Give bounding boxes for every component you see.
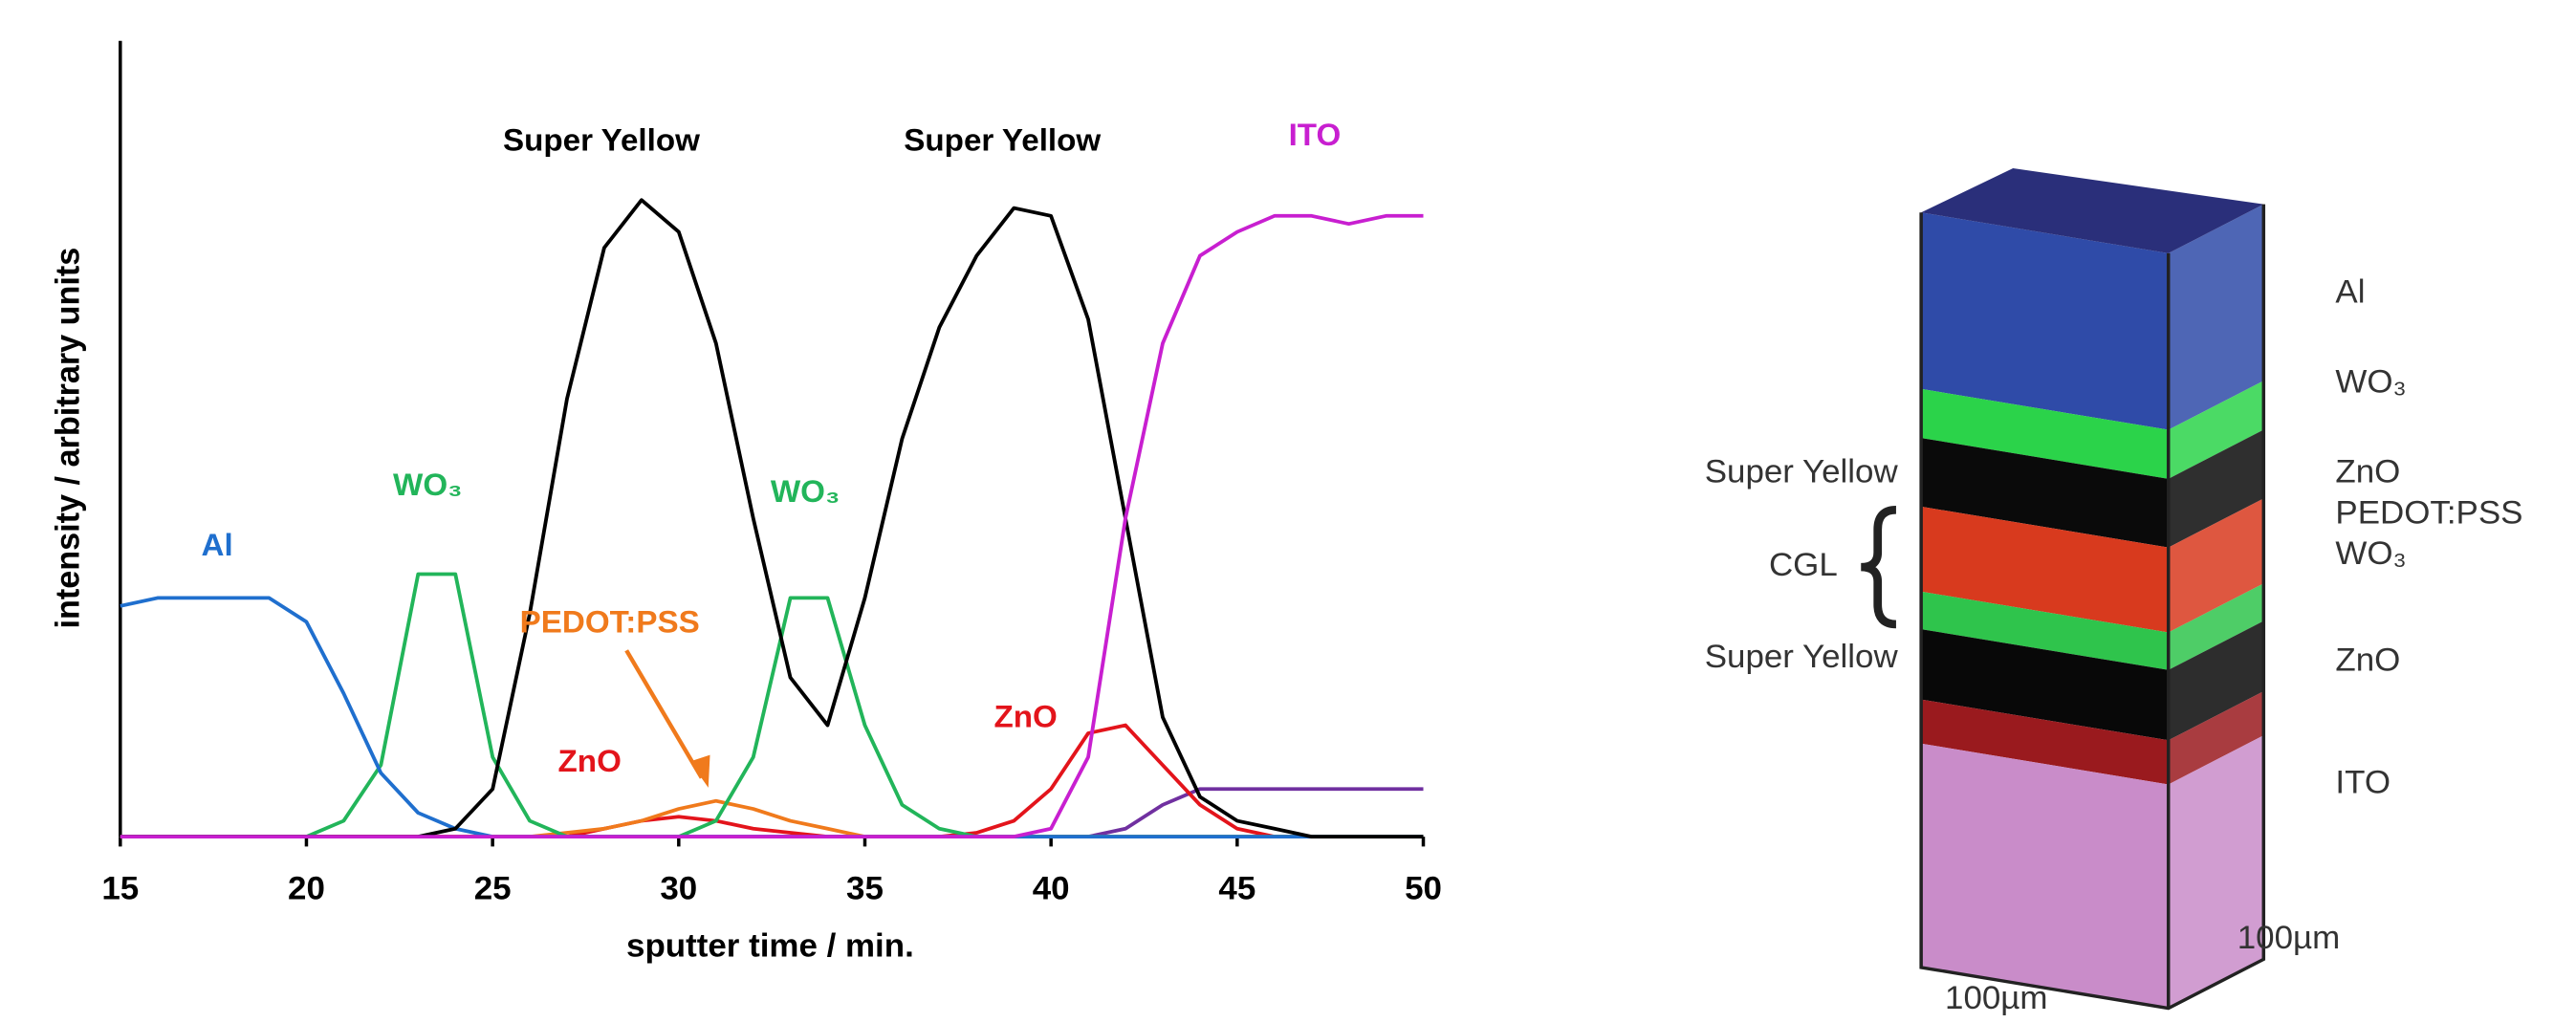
x-tick-label: 15: [101, 871, 139, 907]
dimension-label: 100µm: [1945, 980, 2047, 1016]
y-axis-label: intensity / arbitrary units: [50, 248, 86, 629]
left-label: Super Yellow: [1705, 454, 1899, 490]
series-line: [120, 213, 1424, 839]
series-line: [120, 198, 1424, 839]
layer-side: [2168, 381, 2264, 479]
annotation: Super Yellow: [904, 122, 1101, 158]
layer-front: [1921, 629, 2169, 741]
right-label: ZnO: [2335, 642, 2400, 679]
x-tick-label: 20: [288, 871, 325, 907]
x-tick-label: 40: [1033, 871, 1070, 907]
layer-front: [1921, 743, 2169, 1009]
right-label: ITO: [2335, 765, 2390, 801]
x-axis-label: sputter time / min.: [626, 928, 914, 965]
layer-side: [2168, 498, 2264, 633]
right-label: PEDOT:PSS: [2335, 495, 2522, 532]
layer-front: [1921, 212, 2169, 430]
annotation: Super Yellow: [503, 122, 700, 158]
layer-side: [2168, 204, 2264, 430]
annotation: PEDOT:PSS: [520, 604, 700, 640]
x-tick-label: 30: [660, 871, 697, 907]
annotation: WO₃: [771, 473, 840, 509]
series-line: [120, 596, 1424, 839]
x-tick-label: 45: [1218, 871, 1255, 907]
annotation: Al: [202, 528, 233, 563]
arrow-head: [689, 754, 710, 788]
layer-side: [2168, 583, 2264, 670]
layer-front: [1921, 699, 2169, 785]
layer-side: [2168, 620, 2264, 741]
layer-side: [2168, 429, 2264, 548]
layer-front: [1921, 591, 2169, 670]
left-label: CGL: [1769, 547, 1838, 583]
dimension-label: 100µm: [2238, 920, 2340, 956]
layer-front: [1921, 388, 2169, 479]
right-label: ZnO: [2335, 454, 2400, 490]
layer-stack-3d: [1919, 168, 2266, 1011]
annotation-arrow: [624, 649, 704, 779]
x-tick-label: 35: [846, 871, 884, 907]
layer-front: [1921, 506, 2169, 633]
layer-top: [1921, 168, 2264, 253]
x-tick-label: 25: [474, 871, 512, 907]
right-label: Al: [2335, 274, 2365, 311]
annotation: ITO: [1289, 117, 1342, 152]
right-label: WO₃: [2335, 364, 2406, 401]
annotation: ZnO: [558, 743, 622, 778]
x-tick-label: 50: [1405, 871, 1442, 907]
box-edges: [1919, 204, 2266, 1011]
layer-side: [2168, 735, 2264, 1009]
layer-front: [1921, 438, 2169, 548]
layer-side: [2168, 691, 2264, 785]
brace: [1861, 506, 1897, 629]
series-line: [120, 572, 1424, 839]
right-label: WO₃: [2335, 536, 2406, 573]
left-label: Super Yellow: [1705, 639, 1899, 675]
series-line: [120, 723, 1424, 839]
annotation: ZnO: [994, 699, 1058, 734]
annotation: WO₃: [393, 467, 462, 502]
